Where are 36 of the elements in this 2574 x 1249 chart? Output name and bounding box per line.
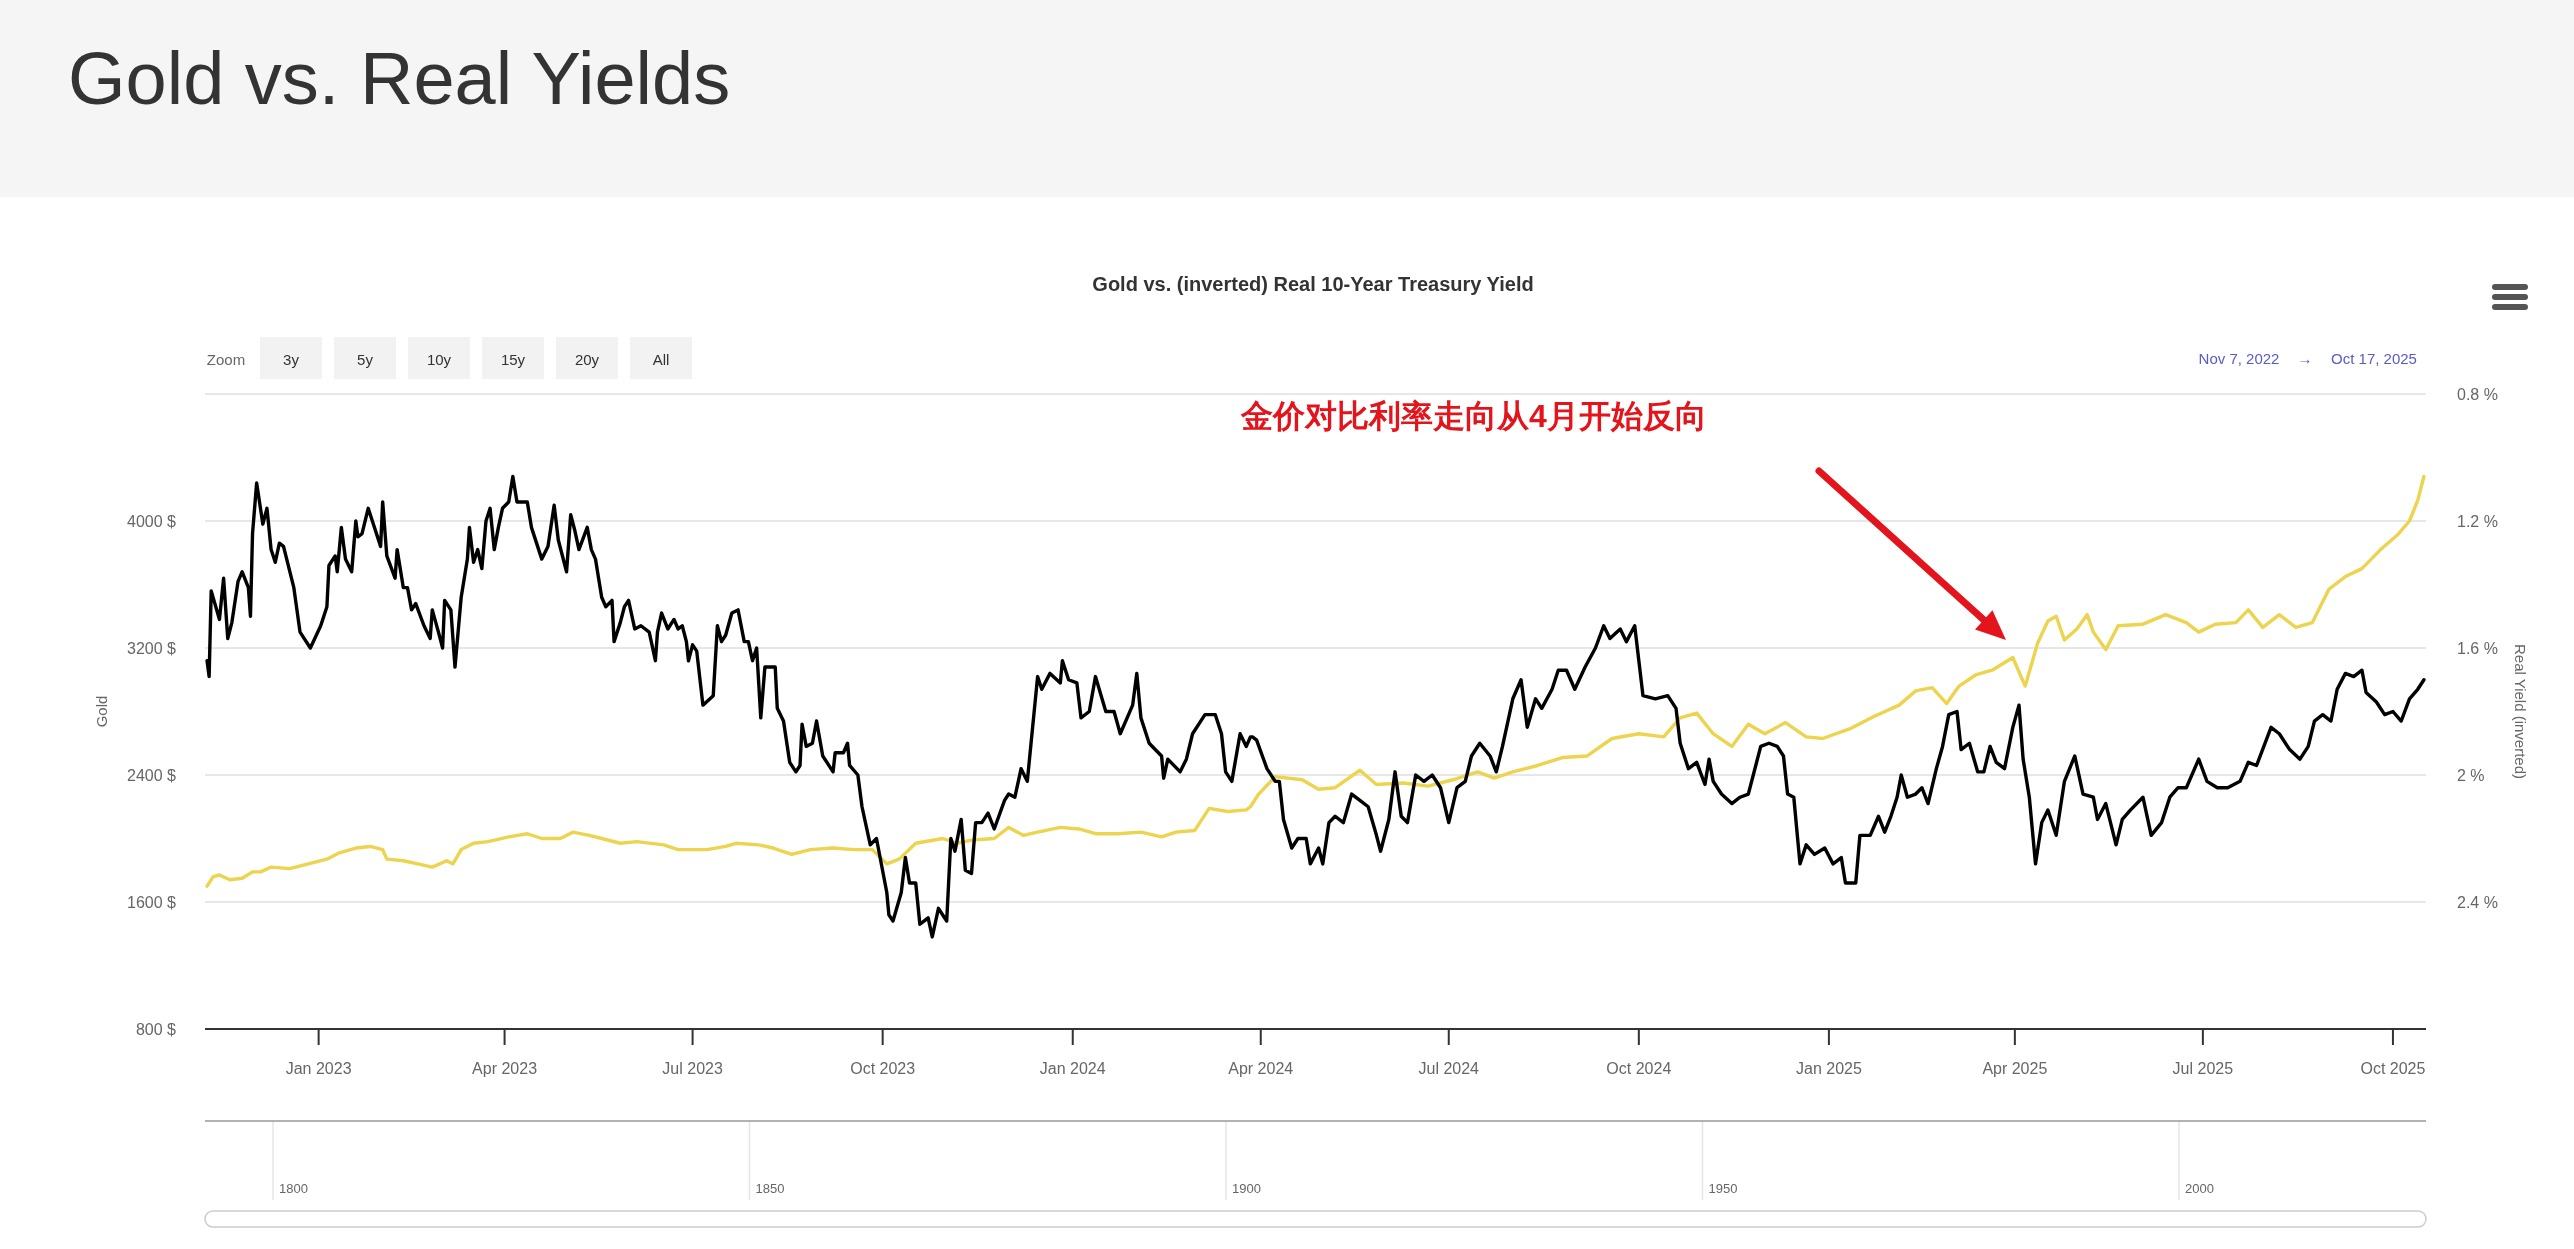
- x-tick-label: Oct 2023: [850, 1060, 916, 1077]
- y2-tick-label: 0.8 %: [2457, 386, 2498, 403]
- x-tick-label: Jul 2023: [662, 1060, 723, 1077]
- x-tick-label: Oct 2025: [2360, 1060, 2426, 1077]
- title: Gold vs. Real Yields: [68, 37, 731, 120]
- y-axis-title: Gold: [93, 695, 110, 728]
- y-tick-label: 800 $: [135, 1021, 177, 1038]
- x-tick-label: Jan 2025: [1795, 1060, 1862, 1077]
- text: Oct 17, 2025: [2331, 350, 2417, 367]
- y-tick-label: 1600 $: [127, 894, 177, 911]
- text: →: [2297, 350, 2313, 367]
- y-tick-label: 4000 $: [127, 513, 177, 530]
- x-tick-label: Apr 2023: [472, 1060, 538, 1077]
- x-tick-label: Jul 2025: [2172, 1060, 2234, 1077]
- x-tick-label: Oct 2024: [1606, 1060, 1672, 1077]
- x-tick-label: Jan 2024: [1039, 1060, 1106, 1077]
- text: 1900: [1232, 1181, 1261, 1196]
- y2-tick-label: 2 %: [2457, 767, 2485, 784]
- text: 1950: [1708, 1181, 1738, 1196]
- x-tick-label: Jan 2023: [285, 1060, 352, 1077]
- y2-axis-title: Real Yield (inverted): [2512, 643, 2529, 780]
- text: 1800: [279, 1181, 308, 1196]
- text: Nov 7, 2022: [2198, 350, 2280, 367]
- text: 1850: [755, 1181, 785, 1196]
- y2-tick-label: 2.4 %: [2457, 894, 2498, 911]
- subtitle: Gold vs. (inverted) Real 10-Year Treasury Yield: [1092, 273, 1534, 295]
- note: 金价对比利率走向从4月开始反向: [1241, 398, 1707, 434]
- x-tick-label: Apr 2025: [1982, 1060, 2048, 1077]
- text: 2000: [2185, 1181, 2214, 1196]
- x-tick-label: Apr 2024: [1228, 1060, 1294, 1077]
- text: Zoom: [206, 351, 246, 368]
- y-tick-label: 3200 $: [127, 640, 177, 657]
- x-tick-label: Jul 2024: [1418, 1060, 1480, 1077]
- y-tick-label: 2400 $: [127, 767, 177, 784]
- y2-tick-label: 1.6 %: [2457, 640, 2498, 657]
- y2-tick-label: 1.2 %: [2457, 513, 2498, 530]
